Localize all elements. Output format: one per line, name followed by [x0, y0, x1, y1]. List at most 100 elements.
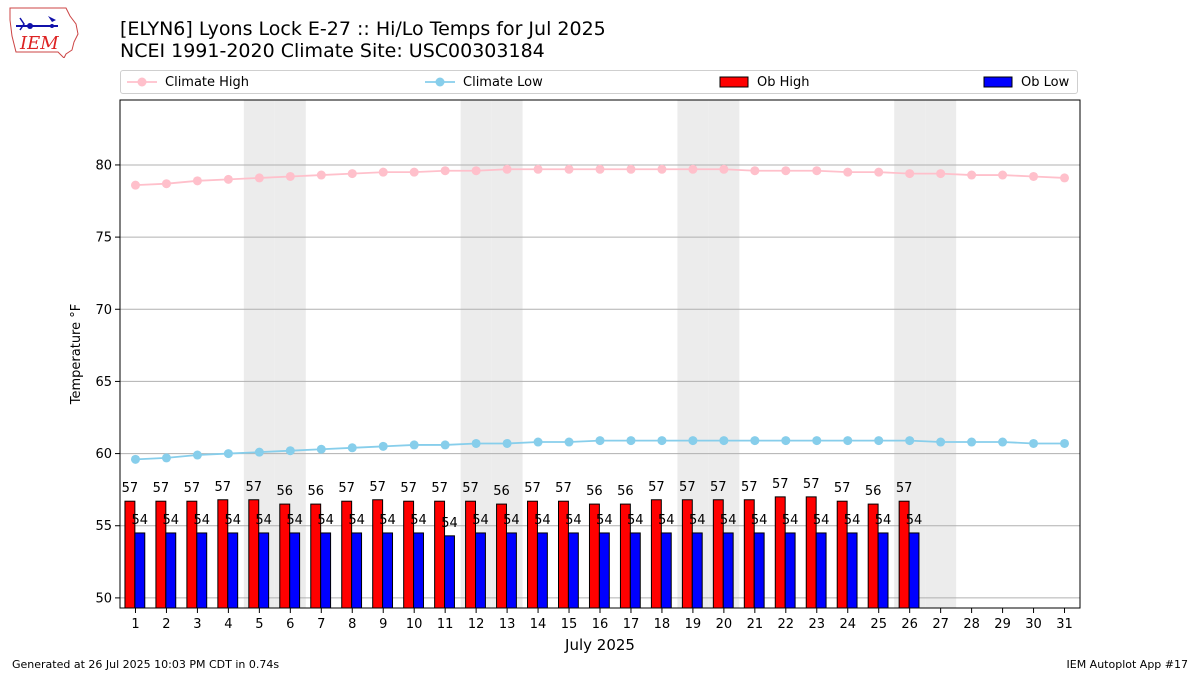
ob-low-bar [289, 532, 301, 609]
ob-high-label: 57 [462, 481, 479, 496]
climate-high-point [471, 166, 481, 176]
x-tick-label: 16 [592, 617, 609, 632]
ob-low-bar [351, 532, 363, 609]
climate-high-point [130, 180, 140, 190]
climate-low-point [223, 449, 233, 459]
ob-low-label: 54 [410, 513, 427, 528]
ob-low-bar [846, 532, 858, 609]
x-tick-label: 30 [1025, 617, 1042, 632]
x-tick-label: 11 [437, 617, 454, 632]
ob-low-label: 54 [782, 513, 799, 528]
ob-high-label: 57 [772, 477, 789, 492]
climate-low-point [533, 437, 543, 447]
climate-high-point [657, 164, 667, 174]
logo-text: IEM [19, 33, 59, 54]
climate-high-point [440, 166, 450, 176]
climate-high-point [378, 167, 388, 177]
climate-low-point [130, 454, 140, 464]
climate-low-point [781, 436, 791, 446]
x-tick-label: 22 [778, 617, 795, 632]
ob-low-bar [505, 532, 517, 609]
ob-low-label: 54 [875, 513, 892, 528]
ob-low-label: 54 [627, 513, 644, 528]
x-tick-label: 12 [468, 617, 485, 632]
x-axis-label: July 2025 [564, 636, 635, 654]
ob-low-bar [660, 532, 672, 609]
climate-high-point [192, 176, 202, 186]
ob-high-label: 57 [555, 481, 572, 496]
climate-high-point [688, 164, 698, 174]
climate-high-point [316, 170, 326, 180]
ob-low-bar [134, 532, 146, 609]
ob-low-label: 54 [813, 513, 830, 528]
climate-high-point [595, 164, 605, 174]
ob-high-label: 57 [400, 481, 417, 496]
y-axis-label: Temperature °F [69, 304, 84, 405]
ob-high-label: 57 [803, 477, 820, 492]
climate-low-point [657, 436, 667, 446]
climate-low-point [1060, 438, 1070, 448]
climate-low-point [192, 450, 202, 460]
climate-high-point [223, 174, 233, 184]
climate-low-point [874, 436, 884, 446]
x-tick-label: 24 [839, 617, 856, 632]
ob-low-label: 54 [193, 513, 210, 528]
y-tick-label: 55 [95, 519, 112, 534]
climate-low-point [161, 453, 171, 463]
x-tick-label: 2 [162, 617, 170, 632]
ob-high-label: 56 [307, 484, 324, 499]
y-tick-label: 70 [95, 303, 112, 318]
climate-high-point [626, 164, 636, 174]
ob-low-label: 54 [472, 513, 489, 528]
ob-high-label: 57 [184, 481, 201, 496]
ob-high-label: 57 [524, 481, 541, 496]
weekend-band [925, 100, 957, 608]
climate-low-point [347, 443, 357, 453]
climate-high-point [409, 167, 419, 177]
climate-low-point [1029, 438, 1039, 448]
legend-label: Climate High [165, 74, 250, 90]
ob-high-label: 57 [710, 480, 727, 495]
legend-label: Ob High [757, 74, 810, 90]
climate-low-point [595, 436, 605, 446]
ob-low-label: 54 [534, 513, 551, 528]
climate-low-point [471, 438, 481, 448]
legend-label: Climate Low [463, 74, 543, 90]
x-tick-label: 23 [809, 617, 826, 632]
ob-low-label: 54 [720, 513, 737, 528]
y-tick-label: 50 [95, 591, 112, 606]
ob-low-label: 54 [751, 513, 768, 528]
ob-high-label: 57 [648, 480, 665, 495]
x-tick-label: 29 [994, 617, 1011, 632]
ob-high-label: 57 [338, 481, 355, 496]
ob-low-label: 54 [132, 513, 149, 528]
climate-low-point [378, 441, 388, 451]
ob-low-bar [413, 532, 424, 609]
ob-low-bar [908, 532, 920, 609]
ob-low-bar [877, 532, 889, 609]
chart-title: [ELYN6] Lyons Lock E-27 :: Hi/Lo Temps f… [120, 18, 606, 40]
ob-high-label: 56 [276, 484, 293, 499]
ob-low-bar [475, 532, 486, 609]
ob-high-label: 56 [865, 484, 882, 499]
climate-high-point [1060, 173, 1070, 183]
x-tick-label: 28 [963, 617, 980, 632]
climate-high-point [998, 170, 1008, 180]
ob-low-label: 54 [689, 513, 706, 528]
ob-low-label: 54 [844, 513, 861, 528]
ob-high-label: 57 [122, 481, 139, 496]
x-tick-label: 13 [499, 617, 516, 632]
climate-low-point [905, 436, 915, 446]
y-tick-label: 65 [95, 375, 112, 390]
legend-label: Ob Low [1021, 74, 1070, 90]
climate-low-point [750, 436, 760, 446]
x-tick-label: 19 [685, 617, 702, 632]
climate-high-point [905, 169, 915, 179]
climate-low-point [967, 437, 977, 447]
x-tick-label: 6 [286, 617, 294, 632]
x-tick-label: 25 [870, 617, 887, 632]
ob-low-label: 54 [441, 516, 458, 531]
climate-low-point [998, 437, 1008, 447]
x-tick-label: 4 [224, 617, 232, 632]
x-tick-label: 14 [530, 617, 547, 632]
